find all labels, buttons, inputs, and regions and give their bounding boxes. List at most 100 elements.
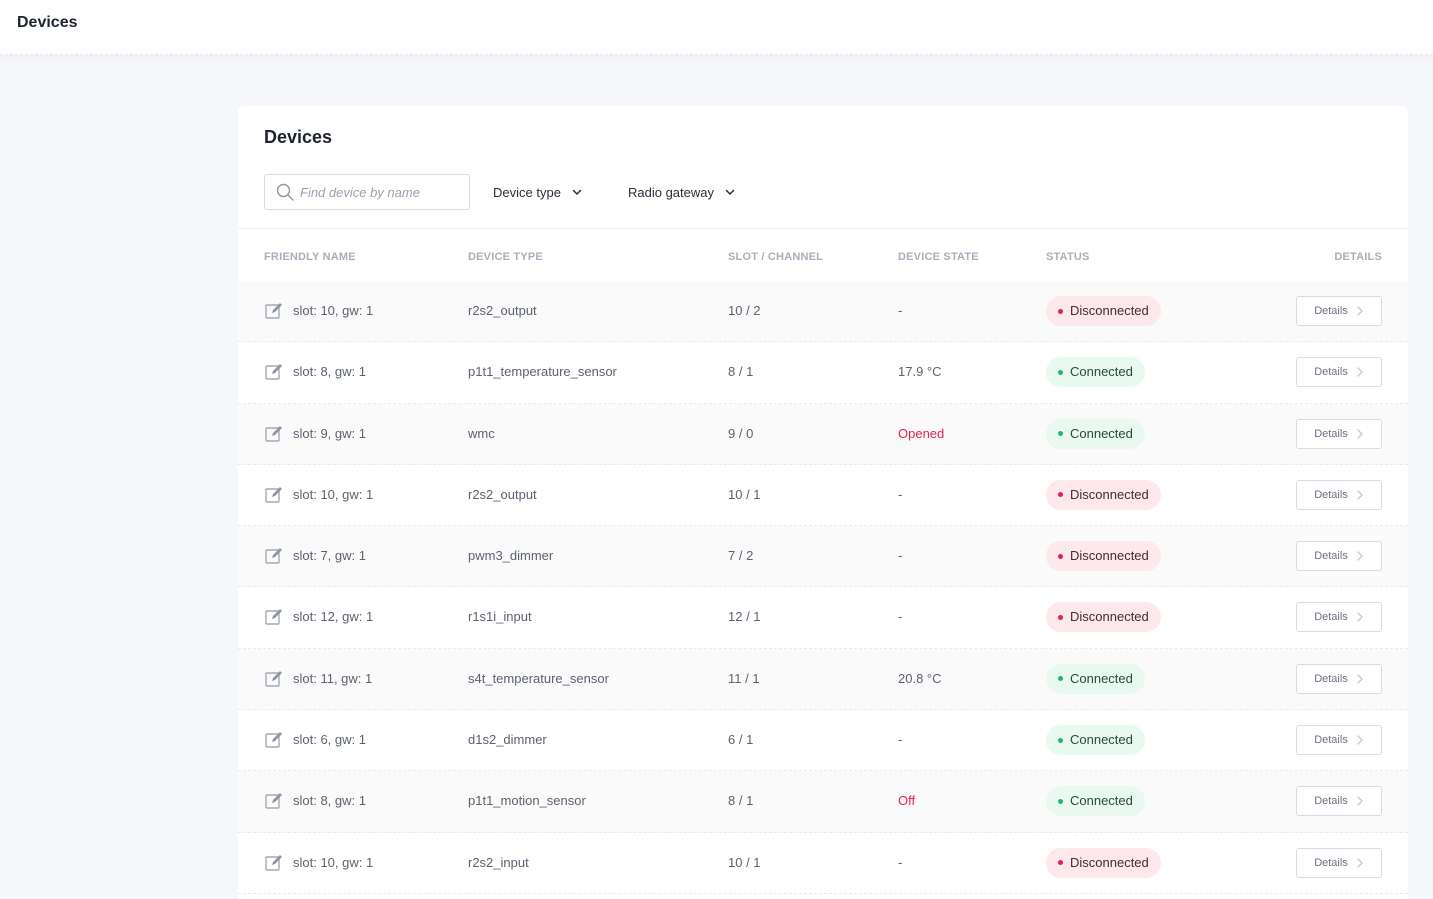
device-state: Opened xyxy=(898,425,945,441)
chevron-right-icon xyxy=(1357,551,1363,561)
details-button[interactable]: Details xyxy=(1296,602,1382,633)
slot-channel: 9 / 0 xyxy=(728,425,754,441)
status-badge: Disconnected xyxy=(1046,847,1161,878)
friendly-name: slot: 8, gw: 1 xyxy=(293,793,366,809)
slot-channel: 11 / 1 xyxy=(728,670,760,686)
chevron-down-icon xyxy=(572,189,582,195)
table-row-9: slot: 8, gw: 1 p1t1_motion_sensor 8 / 1 … xyxy=(238,771,1408,833)
device-type: pwm3_dimmer xyxy=(468,548,554,564)
column-header-status: STATUS xyxy=(1046,251,1090,263)
column-header-slot-channel: SLOT / CHANNEL xyxy=(728,251,824,263)
details-button[interactable]: Details xyxy=(1296,541,1382,572)
details-button-label: Details xyxy=(1314,611,1348,624)
column-header-device-state: DEVICE STATE xyxy=(898,251,979,263)
slot-channel: 10 / 2 xyxy=(728,303,761,318)
table-row-5: slot: 7, gw: 1 pwm3_dimmer 7 / 2 - Disco… xyxy=(238,526,1408,588)
edit-icon[interactable] xyxy=(264,791,284,811)
column-header-details: DETAILS xyxy=(1334,251,1382,263)
details-button[interactable]: Details xyxy=(1296,479,1382,510)
table-row-6: slot: 12, gw: 1 r1s1i_input 12 / 1 - Dis… xyxy=(238,587,1408,649)
details-button[interactable]: Details xyxy=(1296,296,1382,326)
device-type: r2s2_output xyxy=(468,303,537,318)
chevron-right-icon xyxy=(1357,858,1363,868)
edit-icon[interactable] xyxy=(264,607,284,627)
details-button-label: Details xyxy=(1314,856,1348,869)
edit-icon[interactable] xyxy=(264,546,284,566)
slot-channel: 10 / 1 xyxy=(728,486,761,502)
device-state: - xyxy=(898,303,903,318)
details-button-label: Details xyxy=(1314,305,1348,317)
details-button[interactable]: Details xyxy=(1296,663,1382,694)
edit-icon[interactable] xyxy=(264,669,284,689)
edit-icon[interactable] xyxy=(264,301,284,321)
slot-channel: 8 / 1 xyxy=(728,793,754,809)
page-title: Devices xyxy=(17,14,78,31)
device-type-filter-label: Device type xyxy=(493,184,561,200)
table-row-1: slot: 10, gw: 1 r2s2_output 10 / 2 - Dis… xyxy=(238,281,1408,343)
details-button-label: Details xyxy=(1314,488,1348,501)
top-bar: Devices xyxy=(0,0,1433,55)
details-button[interactable]: Details xyxy=(1296,725,1382,756)
chevron-right-icon xyxy=(1357,796,1363,807)
device-type: d1s2_dimmer xyxy=(468,732,547,748)
status-badge: Disconnected xyxy=(1046,479,1161,510)
chevron-right-icon xyxy=(1357,367,1363,377)
details-button-label: Details xyxy=(1314,672,1348,685)
device-type: s4t_temperature_sensor xyxy=(468,670,609,686)
search-icon xyxy=(276,183,294,201)
friendly-name: slot: 7, gw: 1 xyxy=(293,548,366,564)
devices-table-body: slot: 10, gw: 1 r2s2_output 10 / 2 - Dis… xyxy=(238,281,1408,894)
chevron-right-icon xyxy=(1357,306,1363,316)
edit-icon[interactable] xyxy=(264,362,284,382)
device-type: r1s1i_input xyxy=(468,609,532,625)
table-row-3: slot: 9, gw: 1 wmc 9 / 0 Opened Connecte… xyxy=(238,403,1408,465)
status-badge: Connected xyxy=(1046,663,1145,694)
edit-icon[interactable] xyxy=(264,485,284,505)
friendly-name: slot: 8, gw: 1 xyxy=(293,364,366,380)
chevron-right-icon xyxy=(1357,735,1363,745)
details-button[interactable]: Details xyxy=(1296,357,1382,388)
status-badge: Connected xyxy=(1046,786,1145,817)
details-button[interactable]: Details xyxy=(1296,786,1382,817)
device-type-filter[interactable]: Device type xyxy=(493,182,583,202)
status-badge: Disconnected xyxy=(1046,296,1161,326)
details-button-label: Details xyxy=(1314,795,1348,808)
chevron-right-icon xyxy=(1357,612,1363,623)
table-row-4: slot: 10, gw: 1 r2s2_output 10 / 1 - Dis… xyxy=(238,465,1408,527)
friendly-name: slot: 10, gw: 1 xyxy=(293,303,374,318)
slot-channel: 12 / 1 xyxy=(728,609,761,625)
friendly-name: slot: 6, gw: 1 xyxy=(293,732,366,748)
chevron-right-icon xyxy=(1357,428,1363,439)
device-type: r2s2_output xyxy=(468,486,537,502)
device-state: 17.9 °C xyxy=(898,364,942,380)
column-header-friendly-name: FRIENDLY NAME xyxy=(264,251,356,263)
device-state: - xyxy=(898,486,903,502)
search-input[interactable] xyxy=(300,175,465,209)
radio-gateway-filter[interactable]: Radio gateway xyxy=(628,182,736,202)
details-button-label: Details xyxy=(1314,366,1348,379)
details-button[interactable]: Details xyxy=(1296,418,1382,449)
chevron-down-icon xyxy=(725,189,735,195)
friendly-name: slot: 10, gw: 1 xyxy=(293,486,374,502)
radio-gateway-filter-label: Radio gateway xyxy=(628,184,714,200)
device-type: wmc xyxy=(468,425,495,441)
details-button[interactable]: Details xyxy=(1296,847,1382,878)
status-badge: Connected xyxy=(1046,418,1145,449)
details-button-label: Details xyxy=(1314,734,1348,747)
device-type: p1t1_temperature_sensor xyxy=(468,364,617,380)
search-box[interactable] xyxy=(264,174,470,210)
edit-icon[interactable] xyxy=(264,730,284,750)
friendly-name: slot: 9, gw: 1 xyxy=(293,425,366,441)
column-header-device-type: DEVICE TYPE xyxy=(468,251,543,263)
details-button-label: Details xyxy=(1314,427,1348,440)
edit-icon[interactable] xyxy=(264,853,284,873)
slot-channel: 8 / 1 xyxy=(728,364,754,380)
status-badge: Disconnected xyxy=(1046,602,1161,633)
slot-channel: 6 / 1 xyxy=(728,732,754,748)
friendly-name: slot: 10, gw: 1 xyxy=(293,854,374,870)
chevron-right-icon xyxy=(1357,490,1363,500)
slot-channel: 10 / 1 xyxy=(728,854,761,870)
edit-icon[interactable] xyxy=(264,424,284,444)
device-type: p1t1_motion_sensor xyxy=(468,793,586,809)
table-row-2: slot: 8, gw: 1 p1t1_temperature_sensor 8… xyxy=(238,342,1408,404)
